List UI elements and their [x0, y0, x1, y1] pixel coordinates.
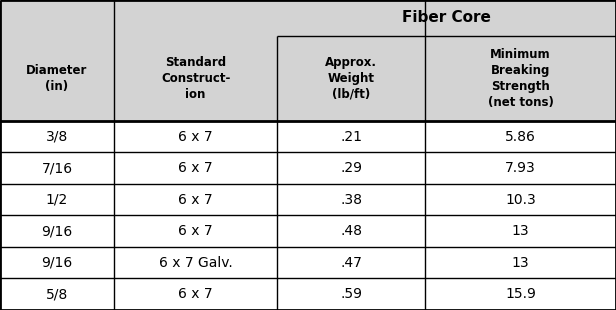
- Bar: [0, 247, 114, 278]
- Text: 13: 13: [512, 224, 529, 238]
- Text: Standard
Construct-
ion: Standard Construct- ion: [161, 56, 230, 101]
- Text: 6 x 7: 6 x 7: [178, 287, 213, 301]
- Bar: [0, 278, 114, 310]
- Text: 10.3: 10.3: [505, 193, 536, 207]
- Text: 7/16: 7/16: [41, 161, 73, 175]
- Bar: [114, 247, 277, 278]
- Bar: [0, 0, 114, 36]
- Bar: [277, 247, 425, 278]
- Bar: [114, 0, 277, 36]
- Bar: [425, 215, 616, 247]
- Bar: [114, 36, 277, 121]
- Bar: [425, 247, 616, 278]
- Text: 1/2: 1/2: [46, 193, 68, 207]
- Bar: [425, 153, 616, 184]
- Text: 6 x 7 Galv.: 6 x 7 Galv.: [159, 256, 232, 270]
- Text: 5.86: 5.86: [505, 130, 536, 144]
- Text: 5/8: 5/8: [46, 287, 68, 301]
- Text: .29: .29: [340, 161, 362, 175]
- Bar: [114, 184, 277, 215]
- Text: 9/16: 9/16: [41, 256, 73, 270]
- Text: .59: .59: [340, 287, 362, 301]
- Bar: [0, 36, 114, 121]
- Text: 9/16: 9/16: [41, 224, 73, 238]
- Bar: [277, 0, 616, 36]
- Text: .47: .47: [340, 256, 362, 270]
- Bar: [0, 215, 114, 247]
- Text: .21: .21: [340, 130, 362, 144]
- Text: Fiber Core: Fiber Core: [402, 10, 491, 25]
- Text: 6 x 7: 6 x 7: [178, 161, 213, 175]
- Bar: [277, 215, 425, 247]
- Bar: [114, 215, 277, 247]
- Text: Minimum
Breaking
Strength
(net tons): Minimum Breaking Strength (net tons): [488, 48, 553, 109]
- Text: Approx.
Weight
(lb/ft): Approx. Weight (lb/ft): [325, 56, 377, 101]
- Bar: [277, 184, 425, 215]
- Bar: [425, 184, 616, 215]
- Bar: [0, 153, 114, 184]
- Bar: [425, 36, 616, 121]
- Text: .38: .38: [340, 193, 362, 207]
- Text: 15.9: 15.9: [505, 287, 536, 301]
- Bar: [114, 121, 277, 153]
- Bar: [114, 278, 277, 310]
- Text: .48: .48: [340, 224, 362, 238]
- Text: 6 x 7: 6 x 7: [178, 130, 213, 144]
- Bar: [114, 153, 277, 184]
- Bar: [277, 36, 425, 121]
- Text: 7.93: 7.93: [505, 161, 536, 175]
- Bar: [277, 153, 425, 184]
- Text: 6 x 7: 6 x 7: [178, 193, 213, 207]
- Text: Diameter
(in): Diameter (in): [26, 64, 87, 93]
- Bar: [277, 121, 425, 153]
- Bar: [0, 184, 114, 215]
- Bar: [277, 278, 425, 310]
- Bar: [425, 278, 616, 310]
- Text: 13: 13: [512, 256, 529, 270]
- Text: 6 x 7: 6 x 7: [178, 224, 213, 238]
- Bar: [0, 121, 114, 153]
- Bar: [425, 121, 616, 153]
- Text: 3/8: 3/8: [46, 130, 68, 144]
